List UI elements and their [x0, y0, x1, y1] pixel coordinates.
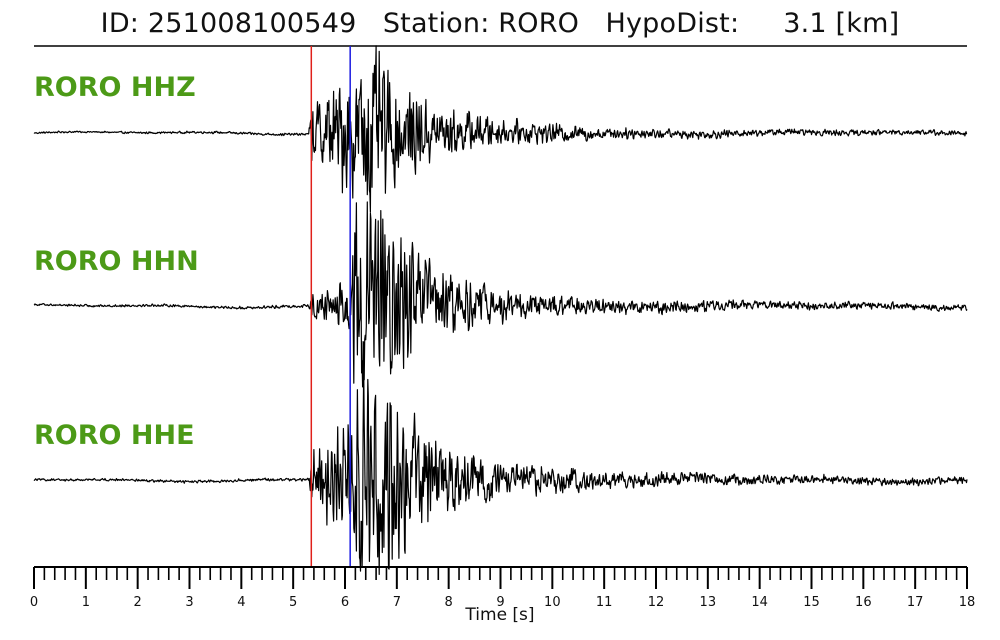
x-tick-label: 17 — [907, 595, 924, 610]
hypodist-value: 3.1 — [783, 8, 827, 39]
x-tick-label: 16 — [855, 595, 872, 610]
chart-title: ID: 251008100549 Station: RORO HypoDist:… — [0, 8, 1000, 39]
station-name: RORO — [498, 8, 580, 39]
x-tick-label: 5 — [289, 595, 297, 610]
id-label: ID: — [100, 8, 140, 39]
trace-line-0 — [33, 45, 968, 213]
event-id: 251008100549 — [147, 8, 357, 39]
x-tick-label: 9 — [496, 595, 504, 610]
channel-label-hhe: RORO HHE — [34, 420, 195, 451]
x-tick-label: 15 — [803, 595, 820, 610]
x-tick-label: 8 — [445, 595, 453, 610]
station-label: Station: — [382, 8, 490, 39]
trace-line-1 — [33, 201, 968, 388]
x-tick-label: 3 — [185, 595, 193, 610]
x-axis-label: Time [s] — [465, 605, 535, 625]
hypodist-label: HypoDist: — [605, 8, 740, 39]
hypodist-unit: [km] — [835, 8, 900, 39]
channel-label-hhz: RORO HHZ — [34, 72, 196, 103]
x-tick-label: 1 — [82, 595, 90, 610]
channel-label-hhn: RORO HHN — [34, 246, 199, 277]
traces-group — [33, 45, 968, 576]
x-tick-label: 4 — [237, 595, 245, 610]
x-tick-label: 12 — [648, 595, 665, 610]
trace-line-2 — [33, 366, 968, 576]
x-tick-label: 7 — [393, 595, 401, 610]
x-tick-label: 0 — [30, 595, 38, 610]
x-tick-label: 14 — [751, 595, 768, 610]
x-tick-label: 11 — [596, 595, 613, 610]
x-tick-label: 13 — [700, 595, 717, 610]
x-tick-label: 10 — [544, 595, 561, 610]
phase-picks — [310, 46, 351, 567]
x-tick-label: 6 — [341, 595, 349, 610]
x-axis: 0 1 2 3 4 5 6 7 8 9 10 11 12 13 14 15 16 17 18 — [30, 566, 976, 610]
x-tick-label: 2 — [134, 595, 142, 610]
x-tick-label: 18 — [959, 595, 976, 610]
